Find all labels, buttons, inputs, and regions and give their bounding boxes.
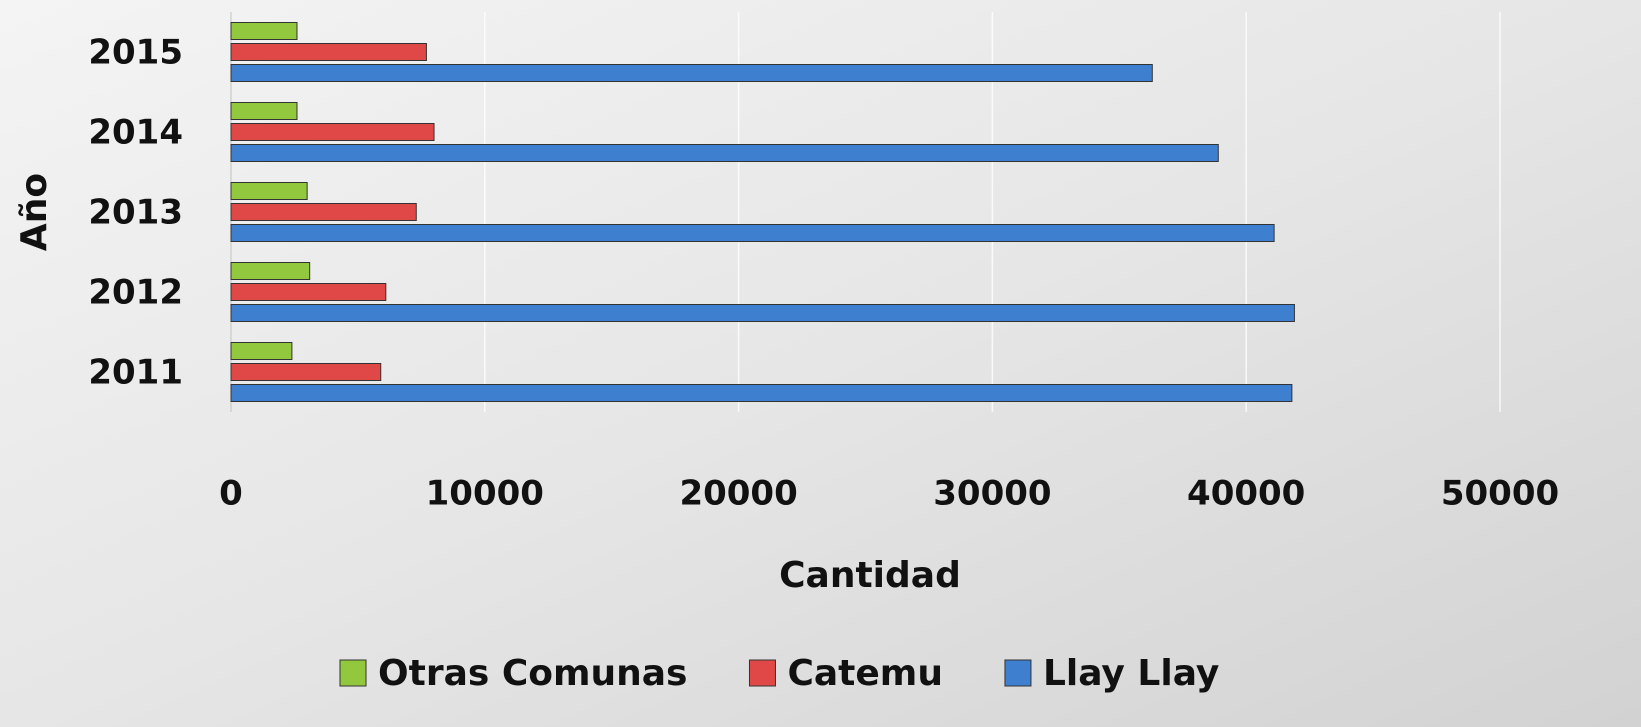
legend-swatch (339, 659, 367, 687)
bar (230, 182, 308, 200)
y-tick-label: 2014 (88, 113, 183, 153)
legend-label: Otras Comunas (378, 653, 687, 694)
y-tick-label: 2011 (88, 353, 183, 393)
x-tick-label: 50000 (1441, 474, 1559, 514)
bar (230, 262, 311, 280)
bar (230, 363, 382, 381)
y-axis-label: Año (14, 173, 55, 251)
bar (230, 304, 1295, 322)
x-axis-label: Cantidad (779, 555, 961, 596)
bar (230, 224, 1275, 242)
x-tick-label: 40000 (1187, 474, 1305, 514)
legend-swatch (748, 659, 776, 687)
x-tick-label: 0 (219, 474, 243, 514)
y-tick-label: 2015 (88, 33, 183, 73)
bar (230, 283, 387, 301)
y-tick-label: 2013 (88, 193, 183, 233)
bar (230, 43, 427, 61)
bar (230, 64, 1153, 82)
bar (230, 123, 435, 141)
bar (230, 144, 1219, 162)
x-tick-label: 10000 (426, 474, 544, 514)
legend-label: Catemu (787, 653, 942, 694)
legend-swatch (1004, 659, 1032, 687)
bar (230, 102, 298, 120)
x-tick-label: 20000 (679, 474, 797, 514)
x-tick-label: 30000 (933, 474, 1051, 514)
y-tick-label: 2012 (88, 273, 183, 313)
bar (230, 342, 293, 360)
legend-label: Llay Llay (1043, 653, 1219, 694)
bar (230, 384, 1293, 402)
bar (230, 22, 298, 40)
bar (230, 203, 417, 221)
